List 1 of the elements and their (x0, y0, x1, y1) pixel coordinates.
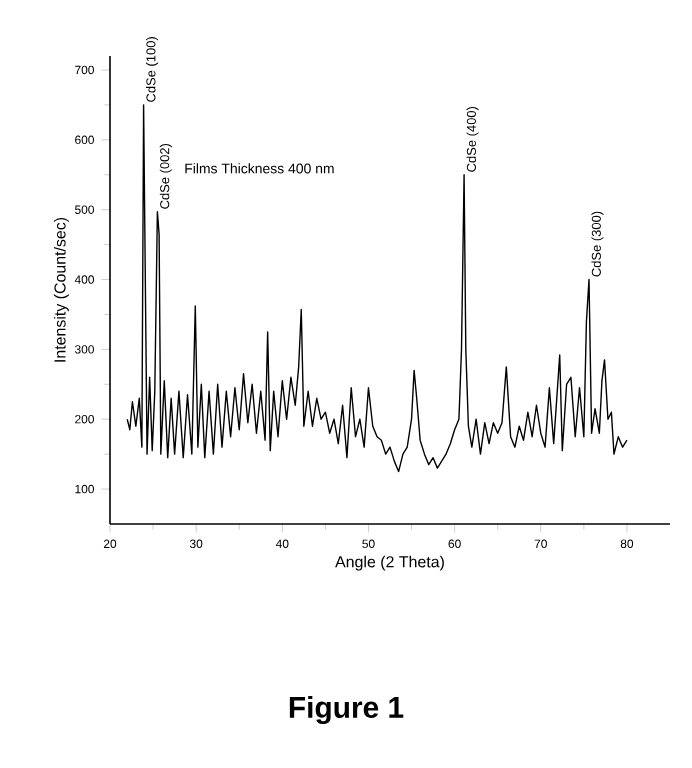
caption: Figure 1 (289, 696, 404, 725)
